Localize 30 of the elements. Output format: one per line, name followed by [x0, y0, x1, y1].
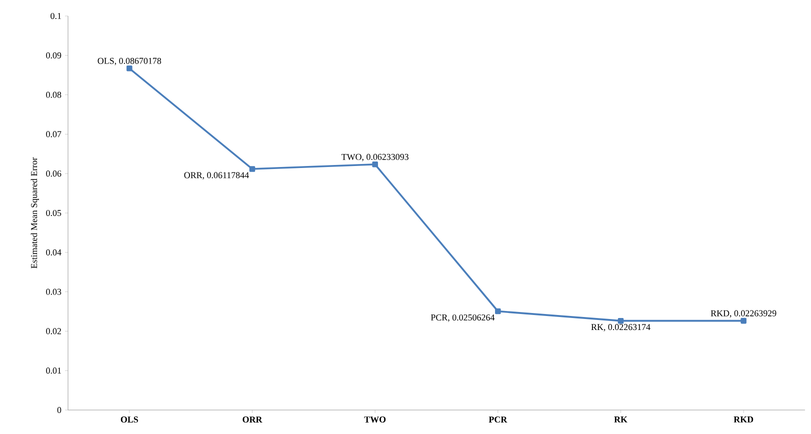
point [495, 308, 501, 314]
point [249, 166, 256, 172]
y-tick-label: 0.09 [46, 52, 62, 58]
y-tick-label: 0.1 [50, 12, 61, 20]
y-tick-label: 0.06 [46, 170, 62, 177]
data-label: RKD, 0.02263929 [710, 310, 776, 318]
y-tick-label: 0.02 [46, 328, 61, 334]
y-tick-label: 0.05 [46, 210, 62, 216]
point [618, 318, 624, 324]
data-label: ORR, 0.06117844 [184, 172, 249, 180]
x-tick-label: TWO [364, 416, 386, 423]
y-axis-title: Estimated Mean Squared Error [30, 157, 39, 268]
data-label: RK, 0.02263174 [591, 324, 650, 332]
point [372, 162, 378, 168]
data-label: PCR, 0.02506264 [430, 314, 495, 322]
x-tick-label: OLS [120, 416, 138, 423]
y-tick-label: 0 [57, 406, 62, 414]
x-tick-label: PCR [488, 416, 508, 423]
point [740, 318, 746, 324]
y-tick-label: 0.07 [46, 131, 62, 138]
y-tick-label: 0.03 [46, 288, 62, 295]
x-tick-label: ORR [242, 416, 262, 423]
point [126, 66, 132, 72]
x-tick-label: RKD [734, 416, 754, 422]
y-tick-label: 0.04 [46, 249, 62, 256]
y-tick-label: 0.08 [46, 92, 62, 98]
y-tick-label: 0.01 [46, 368, 61, 374]
data-label: TWO, 0.06233093 [341, 154, 408, 162]
x-tick-label: RK [614, 416, 628, 422]
data-label: OLS, 0.08670178 [98, 58, 162, 66]
